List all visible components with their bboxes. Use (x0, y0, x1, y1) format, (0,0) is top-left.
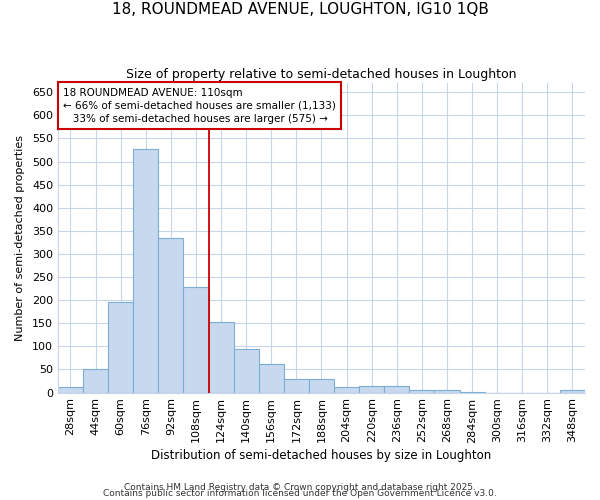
Bar (434, 390, 460, 392)
Bar (334, 387, 359, 392)
Bar (409, 390, 434, 392)
Bar (284, 378, 309, 392)
Bar (184, 287, 209, 393)
Bar (83, 370, 108, 392)
Bar (58, 387, 83, 392)
Text: Contains public sector information licensed under the Open Government Licence v3: Contains public sector information licen… (103, 490, 497, 498)
X-axis label: Distribution of semi-detached houses by size in Loughton: Distribution of semi-detached houses by … (151, 450, 491, 462)
Bar (384, 386, 409, 392)
Bar (209, 322, 233, 392)
Text: Contains HM Land Registry data © Crown copyright and database right 2025.: Contains HM Land Registry data © Crown c… (124, 484, 476, 492)
Text: 18 ROUNDMEAD AVENUE: 110sqm
← 66% of semi-detached houses are smaller (1,133)
  : 18 ROUNDMEAD AVENUE: 110sqm ← 66% of sem… (63, 88, 336, 124)
Bar (309, 378, 334, 392)
Bar (133, 149, 158, 392)
Bar (108, 302, 133, 392)
Title: Size of property relative to semi-detached houses in Loughton: Size of property relative to semi-detach… (126, 68, 517, 80)
Bar (233, 348, 259, 393)
Bar (560, 390, 585, 392)
Text: 18, ROUNDMEAD AVENUE, LOUGHTON, IG10 1QB: 18, ROUNDMEAD AVENUE, LOUGHTON, IG10 1QB (112, 2, 488, 18)
Bar (158, 238, 184, 392)
Bar (359, 386, 384, 392)
Y-axis label: Number of semi-detached properties: Number of semi-detached properties (15, 135, 25, 341)
Bar (259, 364, 284, 392)
